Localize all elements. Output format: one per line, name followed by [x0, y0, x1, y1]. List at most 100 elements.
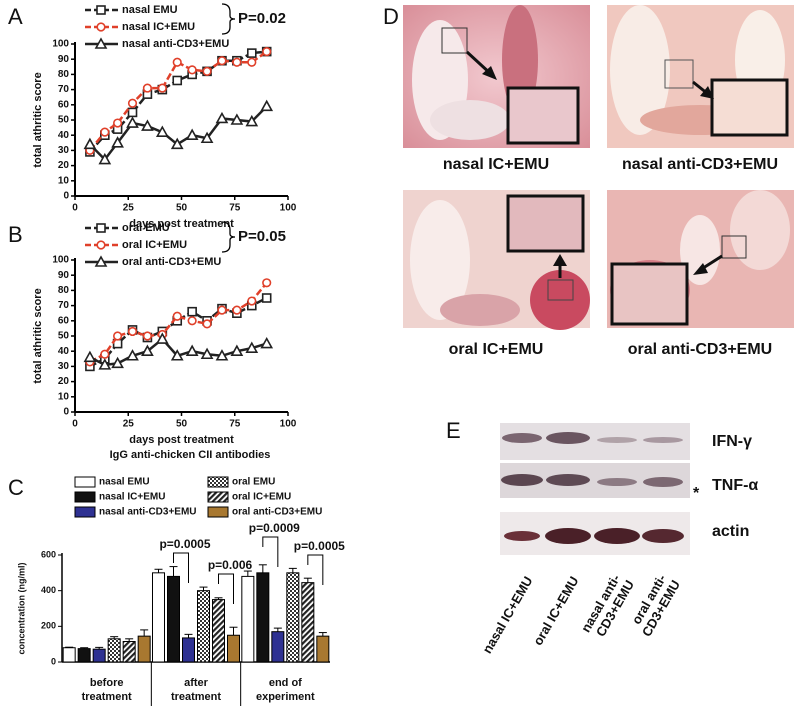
y-axis-label: total athritic score: [32, 288, 44, 383]
bar: [62, 647, 76, 663]
y-axis-label: concentration (ng/ml): [16, 562, 26, 654]
legend-swatch: [207, 491, 229, 503]
bar: [212, 599, 225, 663]
category-label: after: [184, 677, 209, 689]
marker: [187, 316, 197, 326]
y-tick-label: 90: [58, 54, 70, 65]
caption: oral anti-CD3+EMU: [628, 341, 772, 358]
marker: [246, 48, 257, 58]
bar: [92, 648, 106, 663]
y-tick-label: 60: [58, 99, 70, 110]
marker: [202, 319, 212, 329]
marker: [96, 5, 106, 15]
y-tick-label: 30: [58, 145, 70, 156]
legend-label: nasal EMU: [122, 4, 178, 16]
marker: [111, 136, 124, 148]
brace: [221, 3, 236, 35]
marker: [112, 331, 123, 341]
y-tick-label: 80: [58, 69, 70, 80]
legend-label: nasal EMU: [99, 477, 150, 488]
y-tick-label: 100: [52, 255, 69, 266]
bar: [107, 638, 121, 663]
x-axis-label: days post treatment: [129, 434, 234, 446]
category-label: treatment: [171, 691, 221, 703]
marker: [217, 305, 227, 315]
legend-swatch: [207, 506, 229, 518]
marker: [100, 349, 110, 359]
western-blot: [500, 423, 690, 555]
y-tick-label: 40: [58, 346, 70, 357]
marker: [230, 344, 244, 357]
marker: [127, 107, 138, 118]
marker: [96, 240, 106, 250]
y-tick-label: 600: [41, 549, 56, 559]
marker: [172, 75, 183, 86]
marker: [187, 65, 197, 75]
y-tick-label: 0: [63, 191, 69, 202]
marker: [247, 296, 257, 306]
x-tick-label: 0: [72, 419, 78, 430]
marker: [111, 356, 124, 369]
y-tick-label: 50: [58, 331, 70, 342]
marker: [126, 349, 139, 361]
x-axis-label: days post treatment: [129, 218, 234, 230]
bar: [286, 572, 300, 663]
marker: [262, 278, 272, 288]
legend-label: nasal IC+EMU: [99, 492, 165, 503]
legend-label: oral anti-CD3+EMU: [232, 507, 322, 518]
p-value: P=0.05: [238, 228, 286, 245]
marker: [187, 306, 197, 317]
brace: [221, 221, 236, 253]
bar: [152, 572, 165, 663]
marker: [157, 83, 167, 93]
marker: [217, 56, 227, 66]
p-value: P=0.02: [238, 10, 286, 27]
marker: [98, 358, 112, 370]
y-tick-label: 80: [58, 285, 70, 296]
category-label: end of: [269, 677, 302, 689]
legend-label: oral IC+EMU: [232, 492, 291, 503]
marker: [94, 255, 108, 267]
marker: [96, 22, 106, 32]
y-tick-label: 70: [58, 84, 70, 95]
category-label: experiment: [256, 691, 315, 703]
significance-bracket: [218, 573, 234, 604]
marker: [185, 128, 199, 140]
significance-bracket: [307, 554, 324, 585]
y-tick-label: 200: [41, 621, 56, 631]
marker: [232, 57, 242, 67]
panel-label: B: [8, 222, 23, 247]
significance-bracket: [262, 536, 279, 567]
histology-images: [403, 5, 794, 330]
category-label: before: [90, 677, 124, 689]
marker: [126, 116, 139, 128]
lane-label-line: oral IC+EMU: [530, 574, 581, 648]
legend-label: nasal anti-CD3+EMU: [122, 38, 229, 50]
marker: [100, 127, 110, 137]
legend-label: nasal anti-CD3+EMU: [99, 507, 197, 518]
marker: [245, 114, 259, 127]
y-tick-label: 100: [52, 39, 69, 50]
lane-label-line: nasal IC+EMU: [479, 574, 535, 656]
band-label: TNF-α: [712, 477, 758, 494]
legend-swatch: [207, 476, 229, 488]
marker: [155, 332, 169, 344]
marker: [155, 125, 169, 137]
bar: [256, 572, 270, 663]
x-tick-label: 25: [123, 203, 135, 214]
x-tick-label: 0: [72, 203, 78, 214]
p-value: p=0.006: [208, 558, 253, 572]
lane-label: oral anti-CD3+EMU: [629, 572, 683, 639]
marker: [170, 349, 184, 361]
significance-bracket: [173, 552, 189, 583]
bar: [182, 637, 195, 663]
category-label: treatment: [82, 691, 132, 703]
bar: [227, 634, 240, 663]
p-value: p=0.0005: [294, 539, 345, 553]
y-tick-label: 90: [58, 270, 70, 281]
lane-label: oral IC+EMU: [530, 574, 581, 648]
caption: nasal IC+EMU: [443, 156, 549, 173]
marker: [200, 131, 214, 144]
lane-label: nasal IC+EMU: [479, 574, 535, 656]
